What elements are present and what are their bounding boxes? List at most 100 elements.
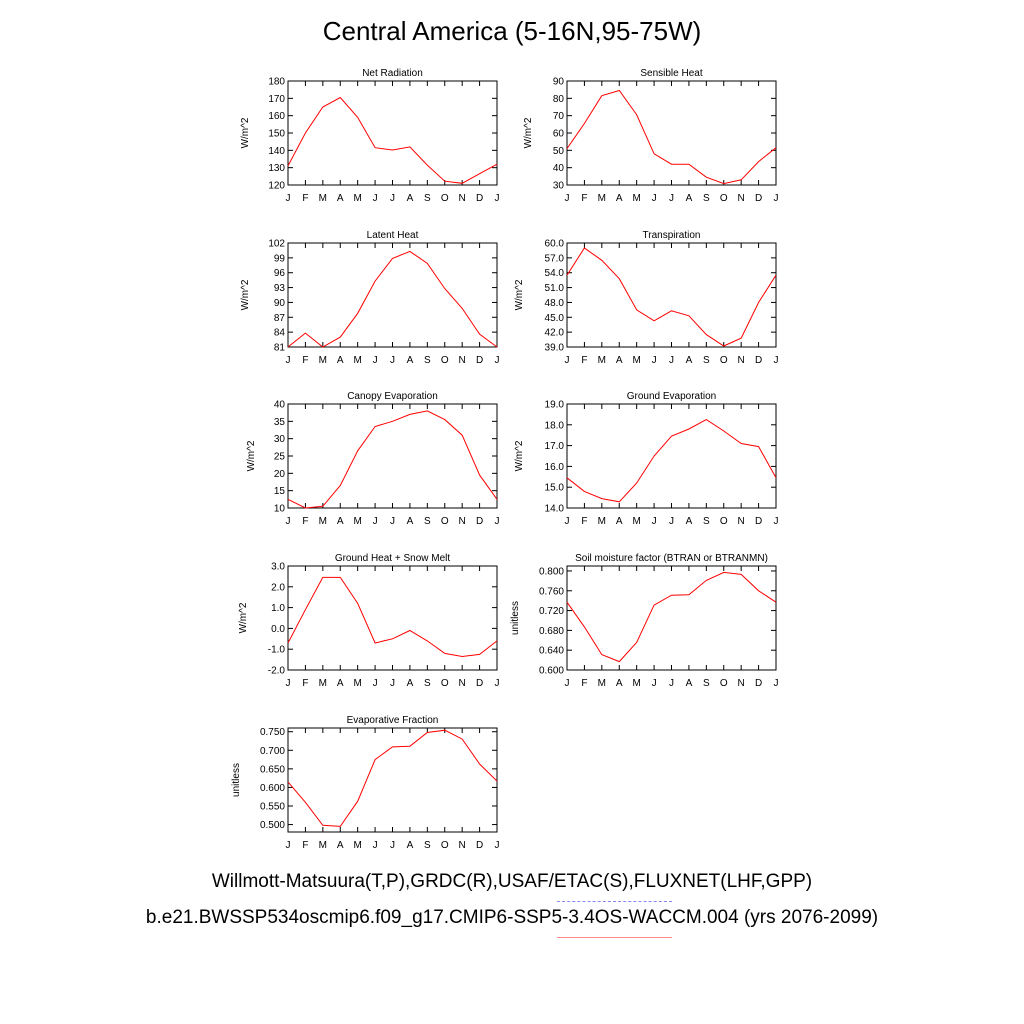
y-tick-label: 25 [274,452,286,463]
panel-8: J F M A M J J A S O N D J0.6000.6400.6800.7200.7600.… [510,553,779,689]
panel-title: Soil moisture factor (BTRAN or BTRANMN) [575,553,768,564]
y-tick-label: 2.0 [271,582,285,593]
x-tick-label: J [669,193,674,204]
x-tick-label: A [337,193,344,204]
y-tick-label: 160 [268,111,285,122]
y-tick-label: 42.0 [545,328,565,339]
panel-title: Net Radiation [362,68,423,79]
x-tick-label: J [669,678,674,689]
y-tick-label: 15.0 [545,483,565,494]
y-tick-label: 102 [268,239,285,250]
x-tick-label: J [495,678,500,689]
x-tick-label: A [407,193,414,204]
series-line [287,576,498,658]
y-tick-label: 93 [274,283,286,294]
panel-title: Ground Heat + Snow Melt [335,553,451,564]
x-tick-label: S [424,678,431,689]
x-tick-label: J [373,193,378,204]
x-tick-label: A [407,678,414,689]
x-tick-label: D [476,355,483,366]
y-tick-label: 1.0 [271,603,285,614]
y-tick-label: 0.640 [539,646,564,657]
x-tick-label: S [424,840,431,851]
x-tick-label: M [632,678,640,689]
x-tick-label: J [774,516,779,527]
x-tick-label: A [337,355,344,366]
x-tick-label: S [424,355,431,366]
panel-title: Sensible Heat [640,68,702,79]
x-tick-label: J [774,355,779,366]
panel-9: J F M A M J J A S O N D J0.5000.5500.6000.6500.7000.… [231,715,500,851]
x-tick-label: D [476,193,483,204]
x-tick-label: J [286,193,291,204]
y-tick-label: 60 [553,129,565,140]
x-tick-label: J [495,355,500,366]
x-tick-label: S [703,516,710,527]
y-tick-label: -1.0 [268,645,286,656]
x-tick-label: A [686,193,693,204]
y-tick-label: 120 [268,181,285,192]
y-axis-label: W/m^2 [240,279,251,310]
x-tick-label: J [652,678,657,689]
plot-frame [566,565,777,671]
x-tick-label: O [720,355,728,366]
x-tick-label: N [738,516,745,527]
y-axis-label: W/m^2 [240,117,251,148]
y-tick-label: 0.550 [260,802,285,813]
x-tick-label: O [441,193,449,204]
x-tick-label: M [319,516,327,527]
x-tick-label: F [581,193,587,204]
x-tick-label: D [476,678,483,689]
x-tick-label: J [390,355,395,366]
x-tick-label: J [565,193,570,204]
legend-observations: Willmott-Matsuura(T,P),GRDC(R),USAF/ETAC… [211,871,813,892]
y-tick-label: 40 [274,400,286,411]
x-tick-label: J [652,516,657,527]
y-tick-label: 0.720 [539,606,564,617]
x-tick-label: O [720,678,728,689]
series-line [566,571,777,663]
y-tick-label: 150 [268,129,285,140]
x-tick-label: J [373,678,378,689]
legend-model-run: b.e21.BWSSP534oscmip6.f09_g17.CMIP6-SSP5… [145,907,879,928]
y-tick-label: 0.650 [260,764,285,775]
x-tick-label: A [337,516,344,527]
x-tick-label: O [441,355,449,366]
x-tick-label: M [319,840,327,851]
x-tick-label: S [424,516,431,527]
y-tick-label: 51.0 [545,283,565,294]
legend-model-run-key [557,937,672,938]
y-tick-label: 0.680 [539,626,564,637]
x-tick-label: M [632,516,640,527]
y-tick-label: 0.600 [260,783,285,794]
x-tick-label: A [337,840,344,851]
x-tick-label: S [703,355,710,366]
x-tick-label: J [373,516,378,527]
x-tick-label: F [581,355,587,366]
y-axis-label: W/m^2 [514,279,525,310]
x-tick-label: O [720,193,728,204]
x-tick-label: D [755,193,762,204]
x-tick-label: A [407,516,414,527]
x-tick-label: J [390,678,395,689]
x-tick-label: O [441,840,449,851]
x-tick-label: M [632,193,640,204]
x-tick-label: M [319,355,327,366]
x-tick-label: J [565,355,570,366]
x-tick-label: J [669,516,674,527]
x-tick-label: A [686,355,693,366]
plot-frame [566,80,777,186]
legend-observations-key [557,901,672,902]
x-tick-label: M [353,355,361,366]
series-line [566,419,777,503]
x-tick-label: N [459,678,466,689]
series-line [287,250,498,348]
x-tick-label: J [286,678,291,689]
x-tick-label: J [390,193,395,204]
y-tick-label: 17.0 [545,441,565,452]
y-tick-label: 96 [274,268,286,279]
x-tick-label: D [476,516,483,527]
